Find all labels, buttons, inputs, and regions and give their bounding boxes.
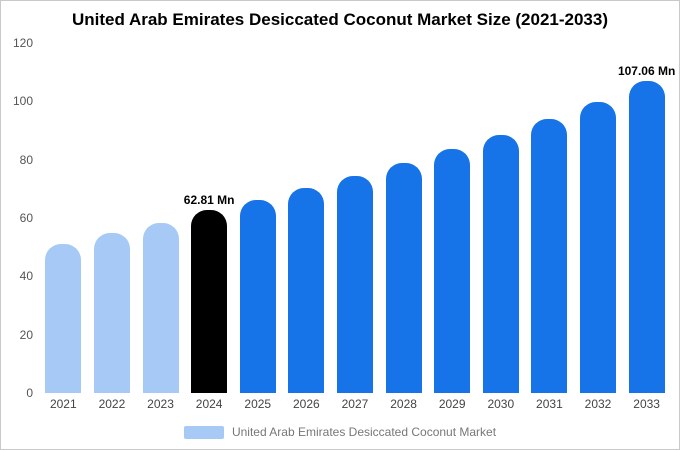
y-tick-label: 80 (19, 152, 33, 167)
bar-column-2028 (379, 43, 428, 393)
y-tick-label: 20 (19, 327, 33, 342)
x-tick-label-2030: 2030 (487, 397, 515, 411)
x-tick-label-2033: 2033 (633, 397, 660, 411)
x-tick-label-2026: 2026 (293, 397, 320, 411)
bar-2031 (531, 119, 568, 393)
x-tick-label-2021: 2021 (49, 397, 77, 411)
y-tick-label: 40 (19, 269, 33, 284)
bar-column-2030 (476, 43, 525, 393)
bar-2028 (385, 162, 422, 393)
x-tick-label-2027: 2027 (341, 397, 369, 411)
x-tick-label-2028: 2028 (390, 397, 417, 411)
bars-area: 62.81 Mn 107.06 Mn (39, 43, 675, 393)
bar-column-2026 (282, 43, 331, 393)
bar-value-label-2024: 62.81 Mn (183, 192, 235, 207)
y-tick-label: 120 (12, 36, 33, 50)
bar-column-2024: 62.81 Mn (183, 43, 235, 393)
bar-column-2023 (136, 43, 185, 393)
bar-2033 (628, 80, 665, 393)
bar-value-label-2033: 107.06 Mn (617, 63, 676, 78)
x-axis: 2021 2022 2023 2024 2025 2026 2027 2028 2029 2030… (39, 397, 671, 411)
bar-2025 (239, 199, 276, 393)
bar-column-2031 (525, 43, 574, 393)
bar-column-2027 (331, 43, 380, 393)
legend: United Arab Emirates Desiccated Coconut … (1, 425, 679, 439)
bar-column-2022 (88, 43, 137, 393)
legend-label: United Arab Emirates Desiccated Coconut … (231, 425, 497, 439)
bar-2032 (580, 101, 616, 393)
bar-column-2029 (428, 43, 477, 393)
bar-2030 (482, 134, 519, 393)
bar-column-2025 (233, 43, 282, 393)
bar-2021 (45, 243, 82, 393)
bar-2023 (142, 222, 179, 393)
x-tick-label-2023: 2023 (147, 397, 174, 411)
y-tick-label: 0 (26, 386, 33, 400)
x-tick-label-2031: 2031 (536, 397, 563, 411)
plot-area: 0 20 40 60 80 100 120 62.81 Mn 107.06 Mn (7, 37, 675, 399)
bar-column-2032 (574, 43, 623, 393)
bar-column-2021 (39, 43, 88, 393)
x-tick-label-2032: 2032 (584, 397, 612, 411)
x-tick-label-2022: 2022 (98, 397, 126, 411)
y-tick-label: 60 (19, 211, 33, 225)
chart-title: United Arab Emirates Desiccated Coconut … (71, 10, 608, 29)
bar-column-2033: 107.06 Mn (618, 43, 675, 393)
y-tick-label: 100 (12, 94, 33, 109)
legend-swatch (183, 425, 224, 439)
bar-2024 (191, 209, 228, 393)
bar-2027 (336, 176, 373, 393)
bar-2029 (434, 149, 471, 393)
bar-2026 (288, 188, 325, 393)
x-tick-label-2024: 2024 (195, 397, 223, 411)
bar-2022 (93, 233, 130, 393)
x-tick-label-2025: 2025 (244, 397, 272, 411)
y-axis: 0 20 40 60 80 100 120 (7, 37, 35, 399)
x-tick-label-2029: 2029 (438, 397, 466, 411)
